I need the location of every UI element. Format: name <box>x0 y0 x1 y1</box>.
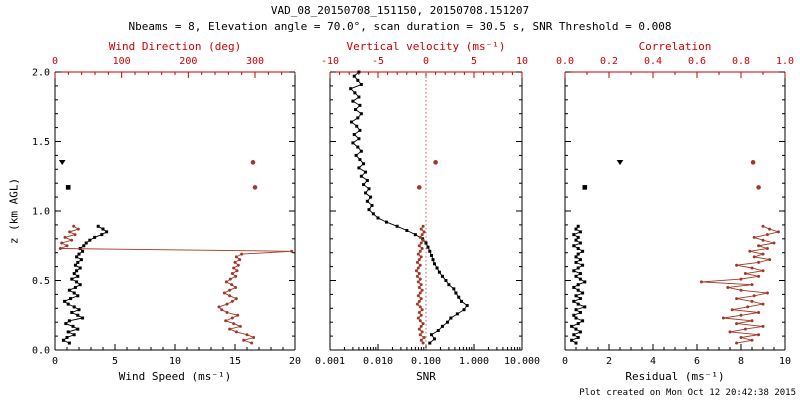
svg-text:100: 100 <box>113 56 131 67</box>
svg-text:0.0: 0.0 <box>32 346 50 357</box>
svg-text:-5: -5 <box>372 56 384 67</box>
top-axis-title-correlation: Correlation <box>638 40 712 53</box>
svg-text:300: 300 <box>246 56 264 67</box>
svg-text:2.0: 2.0 <box>32 68 50 79</box>
svg-text:-10: -10 <box>321 56 339 67</box>
svg-text:0.6: 0.6 <box>688 56 706 67</box>
svg-text:0.010: 0.010 <box>363 356 393 367</box>
svg-text:5: 5 <box>112 356 118 367</box>
svg-text:20: 20 <box>289 356 301 367</box>
svg-text:1.0: 1.0 <box>32 207 50 218</box>
top-axis-title-vertical-velocity: Vertical velocity (ms⁻¹) <box>346 40 506 53</box>
top-axis-title-wind-direction: Wind Direction (deg) <box>108 40 242 53</box>
svg-text:0.4: 0.4 <box>644 56 662 67</box>
svg-text:0.0: 0.0 <box>556 56 574 67</box>
series-wind-direction <box>60 225 292 344</box>
svg-text:5: 5 <box>471 56 477 67</box>
creation-timestamp: Plot created on Mon Oct 12 20:42:38 2015 <box>579 388 796 398</box>
series-snr-profile <box>349 71 468 344</box>
svg-text:4: 4 <box>650 356 656 367</box>
svg-text:1.000: 1.000 <box>459 356 489 367</box>
svg-text:10: 10 <box>779 356 791 367</box>
plot-title: VAD_08_20150708_151150, 20150708.151207 <box>270 4 530 17</box>
svg-text:0.5: 0.5 <box>32 276 50 287</box>
svg-text:0: 0 <box>423 56 429 67</box>
svg-text:1.0: 1.0 <box>776 56 794 67</box>
svg-text:2: 2 <box>606 356 612 367</box>
svg-text:0: 0 <box>52 356 58 367</box>
bottom-axis-title-residual: Residual (ms⁻¹) <box>625 370 725 383</box>
svg-text:0: 0 <box>52 56 58 67</box>
bottom-axis-title-wind-speed: Wind Speed (ms⁻¹) <box>118 370 232 383</box>
svg-text:6: 6 <box>694 356 700 367</box>
svg-text:10.000: 10.000 <box>504 356 540 367</box>
svg-text:8: 8 <box>738 356 744 367</box>
svg-text:1.5: 1.5 <box>32 137 50 148</box>
svg-text:0.001: 0.001 <box>315 356 345 367</box>
panel-snr: 0.001 0.010 0.100 1.000 10.000 -10 -5 0 5 10 <box>315 56 540 367</box>
panel-residual: 0 2 4 6 8 10 0.0 0.2 0.4 0.6 0.8 1.0 <box>556 56 794 367</box>
bottom-axis-title-snr: SNR <box>416 370 436 383</box>
svg-text:10: 10 <box>516 56 528 67</box>
y-axis-title: z (km AGL) <box>7 177 21 245</box>
svg-text:15: 15 <box>229 356 241 367</box>
svg-text:200: 200 <box>179 56 197 67</box>
plot-subtitle: Nbeams = 8, Elevation angle = 70.0°, sca… <box>128 20 672 33</box>
series-correlation <box>701 225 781 344</box>
svg-text:0.8: 0.8 <box>732 56 750 67</box>
svg-text:0.100: 0.100 <box>411 356 441 367</box>
svg-text:0: 0 <box>562 356 568 367</box>
svg-text:10: 10 <box>169 356 181 367</box>
svg-text:0.2: 0.2 <box>600 56 618 67</box>
